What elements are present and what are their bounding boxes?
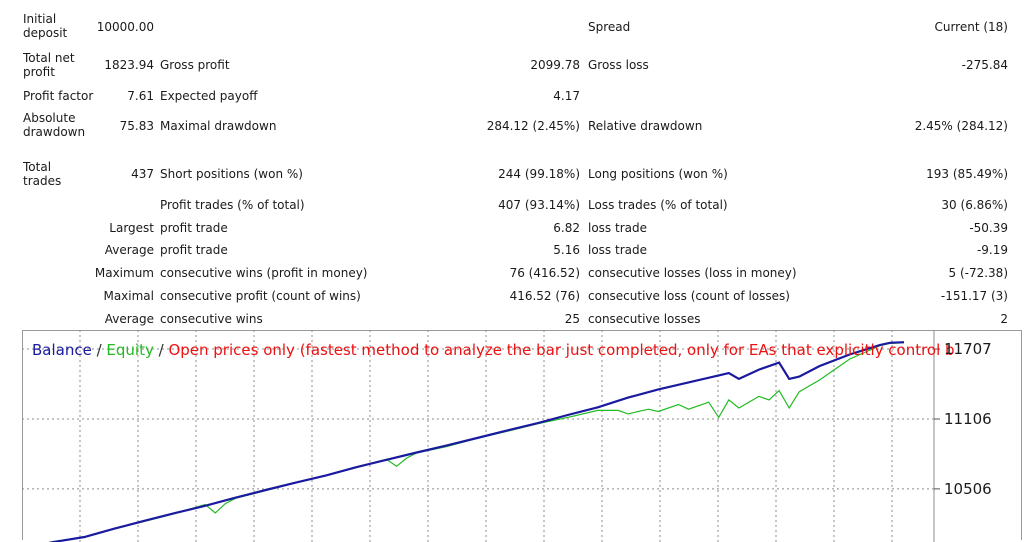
initial-deposit-value: 10000.00 <box>96 20 154 34</box>
y-tick-label: 11707 <box>944 339 992 358</box>
maximal-profit-label: consecutive profit (count of wins) <box>160 289 361 303</box>
average-prefix: Average <box>104 243 154 257</box>
loss-trades-value: 30 (6.86%) <box>941 198 1008 212</box>
maximal-prefix: Maximal <box>103 289 154 303</box>
average-consecutive-wins-label: consecutive wins <box>160 312 263 326</box>
y-tick-label: 10506 <box>944 479 992 498</box>
profit-factor-value: 7.61 <box>127 89 154 103</box>
absolute-drawdown-value: 75.83 <box>119 119 154 133</box>
chart-frame <box>22 330 1022 540</box>
profit-factor-label: Profit factor <box>23 89 94 103</box>
largest-loss-value: -50.39 <box>969 221 1008 235</box>
average-loss-label: loss trade <box>588 243 647 257</box>
long-positions-value: 193 (85.49%) <box>926 167 1008 181</box>
chart-grid <box>22 330 934 542</box>
legend-separator: / <box>91 341 107 359</box>
legend-separator: / <box>153 341 169 359</box>
largest-profit-label: profit trade <box>160 221 228 235</box>
maximum-loss-label: consecutive losses (loss in money) <box>588 266 797 280</box>
y-tick-label: 11106 <box>944 409 992 428</box>
maximal-drawdown-value: 284.12 (2.45%) <box>486 119 580 133</box>
loss-trades-label: Loss trades (% of total) <box>588 198 728 212</box>
expected-payoff-value: 4.17 <box>553 89 580 103</box>
absolute-drawdown-label: Absolute drawdown <box>23 111 86 139</box>
maximal-loss-value: -151.17 (3) <box>940 289 1008 303</box>
largest-loss-label: loss trade <box>588 221 647 235</box>
legend-testing-mode: Open prices only (fastest method to anal… <box>168 341 955 359</box>
maximum-profit-label: consecutive wins (profit in money) <box>160 266 368 280</box>
gross-loss-value: -275.84 <box>961 58 1008 72</box>
largest-profit-value: 6.82 <box>553 221 580 235</box>
chart-legend: Balance / Equity / Open prices only (fas… <box>32 341 955 359</box>
total-net-profit-value: 1823.94 <box>104 58 154 72</box>
short-positions-label: Short positions (won %) <box>160 167 303 181</box>
total-net-profit-label: Total net profit <box>23 51 75 79</box>
equity-series-line <box>48 342 905 542</box>
profit-trades-label: Profit trades (% of total) <box>160 198 305 212</box>
long-positions-label: Long positions (won %) <box>588 167 728 181</box>
average-loss-value: -9.19 <box>976 243 1008 257</box>
maximal-profit-value: 416.52 (76) <box>509 289 580 303</box>
maximum-prefix: Maximum <box>94 266 154 280</box>
maximum-loss-value: 5 (-72.38) <box>948 266 1009 280</box>
gross-loss-label: Gross loss <box>588 58 649 72</box>
balance-series-line <box>47 341 905 542</box>
maximum-profit-value: 76 (416.52) <box>509 266 580 280</box>
short-positions-value: 244 (99.18%) <box>498 167 580 181</box>
maximal-drawdown-label: Maximal drawdown <box>160 119 277 133</box>
average-consecutive-losses-label: consecutive losses <box>588 312 701 326</box>
total-trades-value: 437 <box>131 167 154 181</box>
average-profit-label: profit trade <box>160 243 228 257</box>
largest-prefix: Largest <box>109 221 154 235</box>
legend-balance: Balance <box>32 341 92 359</box>
average-profit-value: 5.16 <box>553 243 580 257</box>
profit-trades-value: 407 (93.14%) <box>498 198 580 212</box>
average-consecutive-prefix: Average <box>104 312 154 326</box>
y-axis-ticks <box>934 348 940 490</box>
balance-equity-chart[interactable] <box>22 330 1024 542</box>
spread-label: Spread <box>588 20 631 34</box>
average-consecutive-losses-value: 2 <box>1000 312 1008 326</box>
initial-deposit-label: Initial deposit <box>23 12 68 40</box>
average-consecutive-wins-value: 25 <box>564 312 580 326</box>
relative-drawdown-label: Relative drawdown <box>588 119 703 133</box>
relative-drawdown-value: 2.45% (284.12) <box>914 119 1008 133</box>
legend-equity: Equity <box>106 341 154 359</box>
gross-profit-label: Gross profit <box>160 58 230 72</box>
spread-value: Current (18) <box>934 20 1008 34</box>
gross-profit-value: 2099.78 <box>530 58 580 72</box>
total-trades-label: Total trades <box>23 160 62 188</box>
maximal-loss-label: consecutive loss (count of losses) <box>588 289 790 303</box>
expected-payoff-label: Expected payoff <box>160 89 258 103</box>
